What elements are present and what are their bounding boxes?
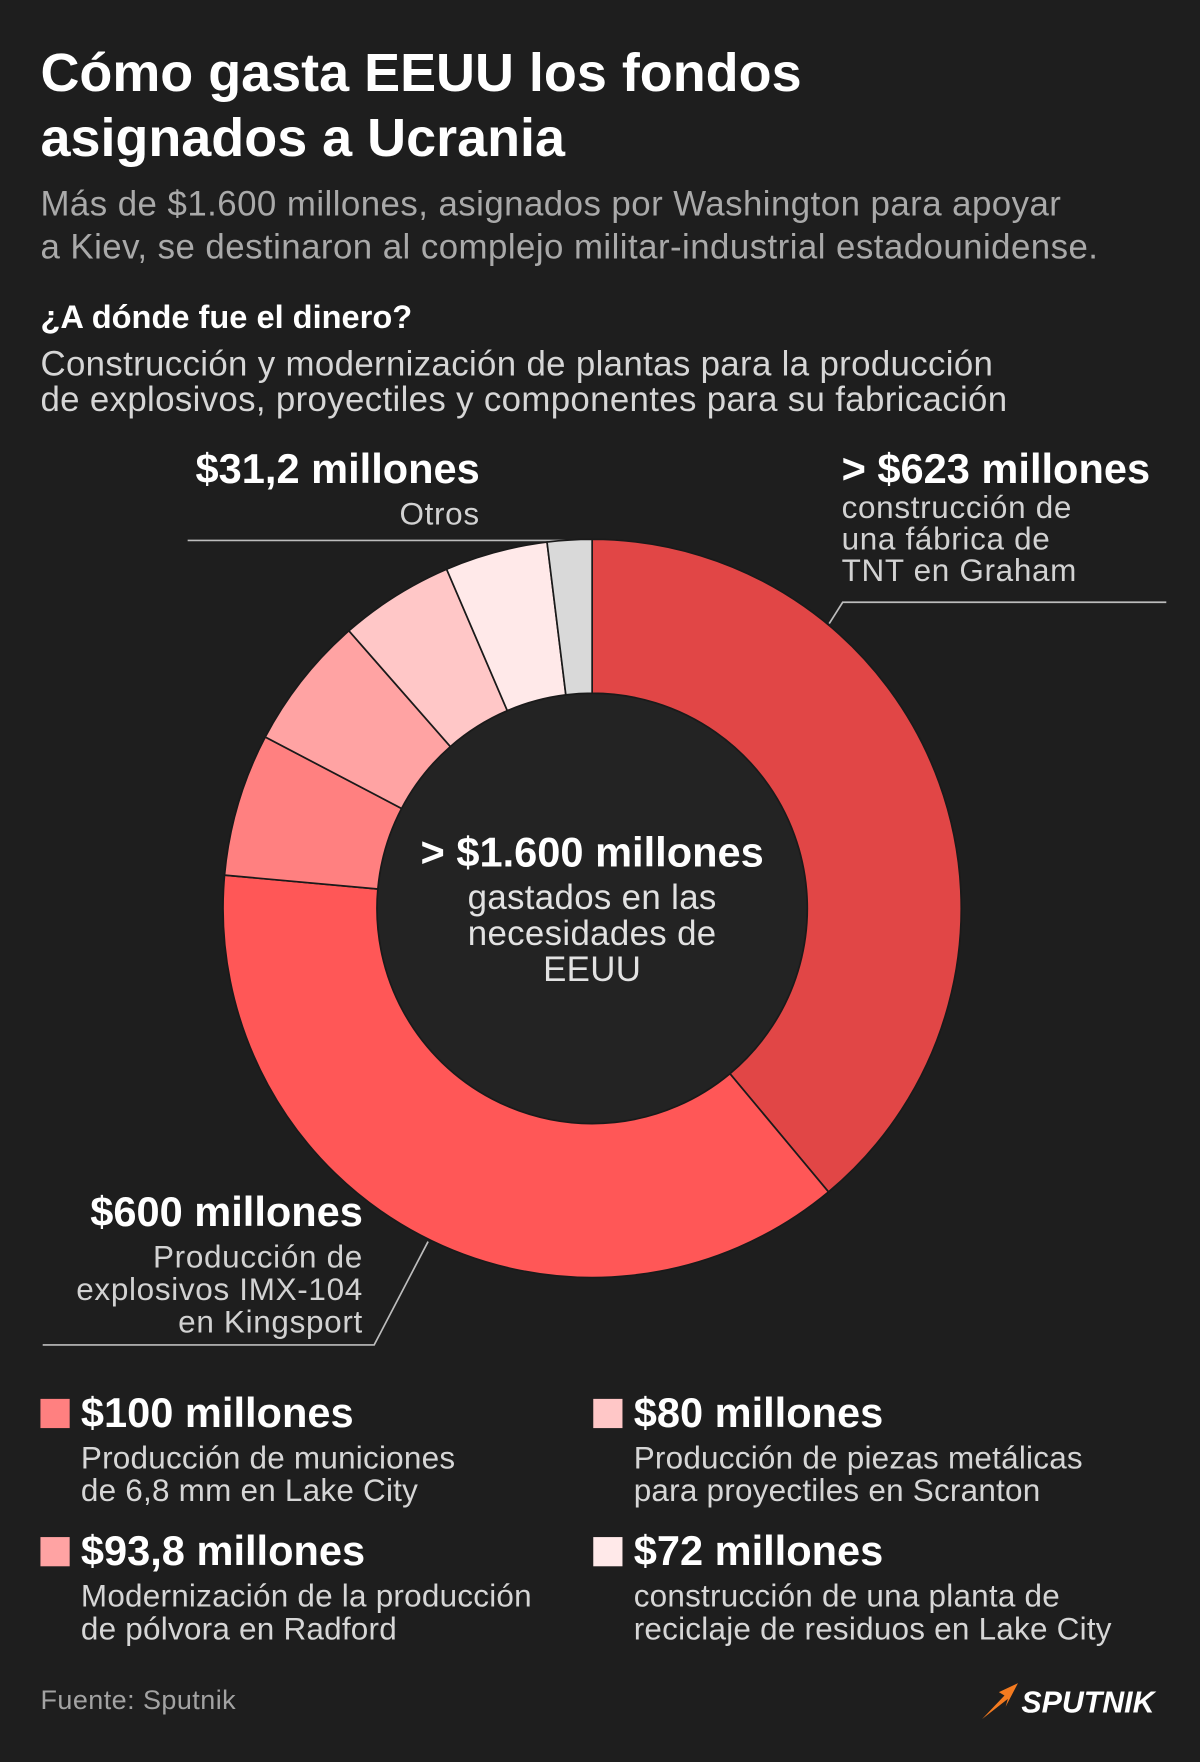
legend-desc-line: de 6,8 mm en Lake City	[80, 1472, 419, 1508]
brand-logo-text: SPUTNIK	[1021, 1685, 1155, 1720]
legend-desc-line: Producción de piezas metálicas	[633, 1439, 1083, 1475]
sputnik-logo-shape	[982, 1683, 1018, 1720]
leader-lines	[42, 539, 1167, 1346]
donut-center-line: gastados en las	[467, 877, 717, 917]
page-title: Cómo gasta EEUU los fondos asignados a U…	[40, 42, 801, 172]
donut-slice-6	[546, 538, 593, 696]
legend-desc-radford: Modernización de la producción de pólvor…	[81, 1579, 532, 1644]
legend-desc-line: construcción de una planta de	[633, 1578, 1061, 1613]
callout-desc-kingsport: Producción de explosivos IMX-104 en King…	[76, 1240, 363, 1338]
legend-desc-line: Producción de municiones	[80, 1439, 456, 1475]
callout-desc-line: explosivos IMX-104	[76, 1271, 363, 1307]
callout-value-kingsport: $600 millones	[90, 1188, 363, 1235]
donut-center-line: necesidades de	[467, 913, 717, 953]
sputnik-logo-icon	[982, 1683, 1018, 1720]
title-line-1: Cómo gasta EEUU los fondos	[40, 43, 802, 104]
donut-slice-1	[222, 874, 830, 1279]
callout-desc-line: construcción de	[841, 489, 1073, 525]
callout-desc-line: en Kingsport	[178, 1303, 363, 1339]
legend-swatch-scranton	[593, 1398, 623, 1429]
legend-desc-lake-city-recycling: construcción de una planta de reciclaje …	[634, 1579, 1112, 1644]
callout-desc-line: TNT en Graham	[841, 552, 1078, 588]
leader-line-kingsport	[42, 1241, 429, 1346]
subtitle-line-1: Más de $1.600 millones, asignados por Wa…	[40, 184, 1062, 224]
legend-value-lake-city-recycling: $72 millones	[633, 1528, 884, 1575]
legend-value-lake-city-ammo: $100 millones	[80, 1389, 354, 1436]
legend-value-radford: $93,8 millones	[80, 1528, 366, 1575]
title-line-2: asignados a Ucrania	[40, 108, 566, 169]
legend-desc-line: reciclaje de residuos en Lake City	[633, 1610, 1112, 1646]
donut-center-line: EEUU	[543, 949, 642, 989]
section-description-line-1: Construcción y modernización de plantas …	[40, 343, 994, 384]
legend-swatch-lake-city-ammo	[40, 1398, 70, 1429]
legend-desc-lake-city-ammo: Producción de municiones de 6,8 mm en La…	[81, 1441, 455, 1506]
donut-slice-0	[591, 538, 963, 1193]
callout-desc-line: Producción de	[153, 1238, 363, 1274]
donut-center-text: gastados en las necesidades de EEUU	[367, 877, 816, 989]
donut-hole	[376, 693, 808, 1124]
callout-desc-tnt-graham: construcción de una fábrica de TNT en Gr…	[842, 492, 1077, 586]
legend-swatch-lake-city-recycling	[593, 1537, 623, 1567]
legend-desc-line: de pólvora en Radford	[80, 1610, 397, 1646]
subtitle-line-2: a Kiev, se destinaron al complejo milita…	[40, 226, 1099, 267]
section-description-line-2: de explosivos, proyectiles y componentes…	[40, 379, 1008, 420]
callout-desc-line: una fábrica de	[841, 521, 1051, 557]
callout-value-otros: $31,2 millones	[195, 446, 480, 493]
callout-value-tnt-graham: > $623 millones	[841, 446, 1151, 493]
page-subtitle: Más de $1.600 millones, asignados por Wa…	[40, 183, 1098, 268]
section-heading: ¿A dónde fue el dinero?	[40, 300, 413, 336]
source-note: Fuente: Sputnik	[40, 1685, 237, 1716]
legend-value-scranton: $80 millones	[633, 1389, 884, 1436]
legend-desc-line: para proyectiles en Scranton	[633, 1472, 1041, 1508]
callout-desc-otros: Otros	[399, 496, 480, 531]
legend-desc-scranton: Producción de piezas metálicas para proy…	[634, 1441, 1083, 1506]
section-description: Construcción y modernización de plantas …	[40, 346, 1007, 418]
legend-desc-line: Modernización de la producción	[80, 1578, 532, 1613]
donut-slices	[222, 538, 963, 1279]
legend-swatch-radford	[40, 1537, 70, 1567]
leader-line-tnt-graham	[828, 601, 1167, 625]
donut-center-value: > $1.600 millones	[420, 829, 764, 876]
